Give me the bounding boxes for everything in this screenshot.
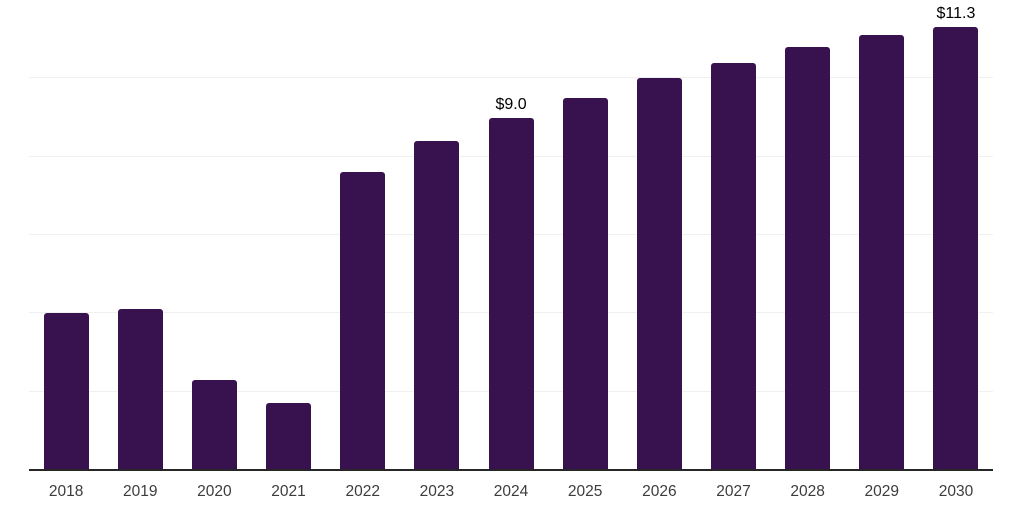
bar-2027: [710, 62, 756, 470]
bar-2026: [636, 78, 682, 470]
band-2029: [845, 0, 919, 470]
bar-2023: [414, 141, 460, 470]
band-2024: $9.0: [474, 0, 548, 470]
x-tick-label-2030: 2030: [938, 483, 974, 500]
bar-2029: [859, 35, 905, 470]
bar-2024: $9.0: [488, 96, 534, 470]
x-tick-label-2019: 2019: [122, 483, 158, 500]
x-tick-label-2029: 2029: [864, 483, 900, 500]
band-2018: [29, 0, 103, 470]
bar-2020: [191, 379, 237, 470]
x-tick-label-2024: 2024: [493, 483, 529, 500]
bar-value-label-2030: $11.3: [936, 5, 976, 23]
band-2027: [696, 0, 770, 470]
band-2022: [326, 0, 400, 470]
band-2020: [177, 0, 251, 470]
bar-2025: [562, 97, 608, 470]
band-2021: [251, 0, 325, 470]
x-tick-label-2028: 2028: [790, 483, 825, 500]
x-tick-label-2025: 2025: [567, 483, 603, 500]
x-tick-label-2022: 2022: [345, 483, 380, 500]
bars-container: $9.0 $11.3: [29, 0, 993, 470]
bar-2030: $11.3: [933, 6, 979, 470]
bar-value-label-2024: $9.0: [495, 95, 527, 113]
x-tick-label-2021: 2021: [271, 483, 306, 500]
band-2028: [771, 0, 845, 470]
band-2030: $11.3: [919, 0, 993, 470]
bar-2028: [785, 47, 831, 470]
x-tick-label-2018: 2018: [48, 483, 84, 500]
bar-2018: [43, 313, 89, 470]
x-axis-labels: 2018 2019 2020 2021 2022 2023 2024 2025 2026 2027…: [29, 483, 993, 501]
bar-2022: [340, 172, 386, 470]
bar-2019: [117, 309, 163, 470]
x-tick-label-2023: 2023: [419, 483, 455, 500]
plot-area: $9.0 $11.3: [29, 0, 993, 471]
x-tick-label-2020: 2020: [197, 483, 232, 500]
band-2026: [622, 0, 696, 470]
x-axis-line: [29, 469, 993, 471]
band-2019: [103, 0, 177, 470]
gridline-10: [29, 77, 993, 79]
bar-2021: [266, 403, 312, 470]
x-tick-label-2027: 2027: [716, 483, 751, 500]
band-2025: [548, 0, 622, 470]
band-2023: [400, 0, 474, 470]
x-tick-label-2026: 2026: [642, 483, 677, 500]
